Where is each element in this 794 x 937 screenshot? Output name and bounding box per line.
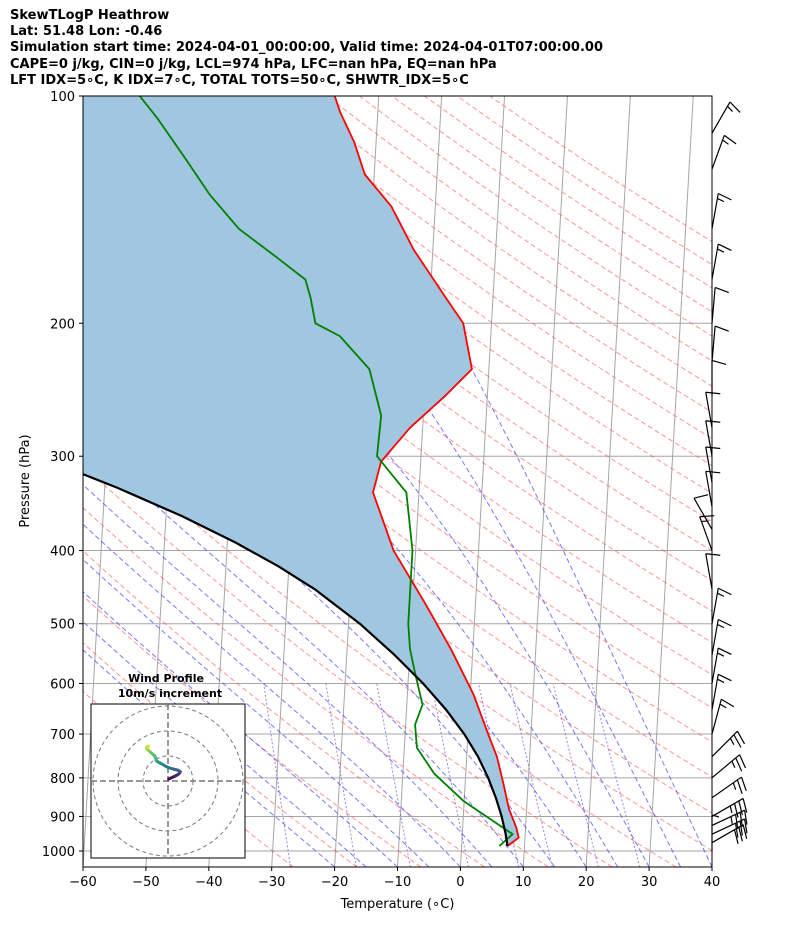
wind-barb [705, 391, 721, 428]
wind-barb [711, 647, 732, 684]
dry-adiabat-line [98, 96, 712, 552]
chart-header: SkewTLogP Heathrow Lat: 51.48 Lon: -0.46… [10, 8, 603, 89]
moist-adiabat-line [83, 523, 461, 867]
dry-adiabat-line [83, 424, 677, 867]
moist-adiabat-line [83, 484, 493, 867]
y-tick-label: 300 [50, 450, 75, 465]
mixing-ratio-line [591, 683, 641, 867]
mixing-ratio-line [509, 683, 553, 867]
x-tick-label: −10 [384, 875, 411, 890]
y-tick-label: 600 [50, 678, 75, 693]
hodograph-segment [146, 744, 150, 749]
wind-barb [711, 243, 732, 280]
mixing-ratio-line [263, 683, 292, 867]
wind-barb [711, 587, 732, 624]
wind-barb [711, 730, 746, 758]
wind-barb [711, 809, 748, 829]
wind-barb [711, 618, 732, 656]
wind-barb [711, 673, 732, 710]
y-tick-label: 800 [50, 772, 75, 787]
wind-barb [705, 470, 721, 507]
x-tick-label: 20 [578, 875, 595, 890]
y-tick-label: 700 [50, 728, 75, 743]
x-tick-label: −50 [132, 875, 159, 890]
header-location: Lat: 51.48 Lon: -0.46 [10, 24, 163, 40]
wind-barb [711, 824, 748, 844]
dry-adiabat-line [489, 96, 712, 243]
dry-adiabat-line [83, 465, 613, 867]
moist-adiabat-line [83, 591, 398, 867]
moist-adiabat-line [149, 96, 681, 867]
wind-barb [705, 420, 721, 457]
mixing-ratio-line [552, 683, 599, 867]
x-tick-label: 40 [704, 875, 721, 890]
wind-barb [711, 754, 747, 779]
wind-barb [711, 325, 729, 362]
wind-barb [693, 494, 713, 530]
x-tick-label: −20 [321, 875, 348, 890]
wind-barb [711, 192, 732, 230]
header-title: SkewTLogP Heathrow [10, 8, 170, 23]
x-tick-label: −30 [258, 875, 285, 890]
y-tick-label: 400 [50, 545, 75, 560]
moist-adiabat-line [291, 96, 712, 867]
temperature-line [333, 96, 520, 847]
mixing-ratio-line [431, 683, 470, 867]
wind-barb [705, 446, 721, 483]
wind-barb [711, 134, 737, 170]
wind-barb [711, 776, 747, 799]
header-indices: LFT IDX=5∘C, K IDX=7∘C, TOTAL TOTS=50∘C,… [10, 72, 469, 88]
moist-adiabat-line [83, 620, 367, 867]
moist-adiabat-line [83, 150, 650, 867]
y-tick-label: 900 [50, 810, 75, 825]
x-tick-label: −60 [69, 875, 96, 890]
isotherm-line [648, 96, 694, 867]
x-tick-label: −40 [195, 875, 222, 890]
wind-barb [711, 818, 748, 838]
x-tick-label: 10 [515, 875, 532, 890]
moist-adiabat-line [83, 558, 430, 867]
hodograph-title: Wind Profile [128, 672, 204, 685]
y-tick-label: 100 [50, 90, 75, 105]
dry-adiabat-line [359, 96, 712, 337]
y-tick-label: 500 [50, 618, 75, 633]
wind-barb [711, 698, 735, 735]
wind-barb [711, 359, 727, 397]
moist-adiabat-line [83, 649, 335, 867]
wind-barb [711, 797, 748, 818]
dry-adiabat-line [456, 96, 712, 266]
dry-adiabat-line [131, 96, 712, 523]
isotherm-line [711, 858, 712, 867]
dewpoint-line [139, 96, 514, 847]
y-tick-label: 200 [50, 317, 75, 332]
dry-adiabat-line [83, 550, 485, 867]
dry-adiabat-line [83, 642, 358, 867]
x-axis-label: Temperature (∘C) [340, 897, 455, 912]
x-tick-label: 30 [641, 875, 658, 890]
hodograph: Wind Profile 10m/s increment [90, 672, 246, 859]
hodograph-subtitle: 10m/s increment [118, 687, 222, 700]
wind-barb [705, 553, 721, 590]
y-axis-label: Pressure (hPa) [18, 434, 33, 527]
cape-cin-fill [83, 96, 519, 847]
dry-adiabat-line [83, 507, 549, 867]
mixing-ratio-line [325, 683, 357, 867]
isotherm-line [585, 96, 631, 867]
header-times: Simulation start time: 2024-04-01_00:00:… [10, 40, 603, 56]
y-tick-label: 1000 [42, 845, 75, 860]
dry-adiabat-line [228, 96, 712, 440]
wind-barb [711, 286, 729, 324]
dry-adiabat-line [83, 595, 422, 867]
isotherm-line [0, 96, 1, 867]
x-tick-label: 0 [456, 875, 464, 890]
header-cape: CAPE=0 j/kg, CIN=0 j/kg, LCL=974 hPa, LF… [10, 56, 497, 72]
wind-barb [711, 101, 741, 134]
parcel-line [83, 473, 509, 847]
isotherm-line [522, 96, 568, 867]
mixing-ratio-line [376, 683, 411, 867]
